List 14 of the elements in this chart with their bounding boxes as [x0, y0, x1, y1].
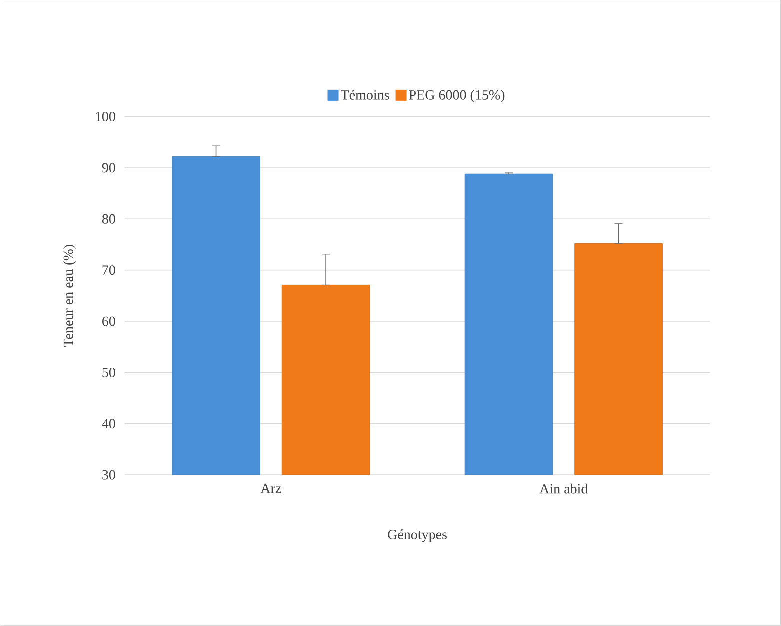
y-tick-label: 60: [102, 316, 116, 326]
y-tick-label: 80: [102, 214, 116, 224]
y-axis-title: Teneur en eau (%): [63, 245, 76, 348]
x-axis-title: Génotypes: [388, 530, 447, 542]
x-tick-label: Arz: [260, 484, 282, 494]
y-tick-label: 100: [96, 112, 116, 122]
legend-label: Témoins: [341, 90, 390, 100]
legend-label: PEG 6000 (15%): [409, 90, 505, 103]
y-tick-label: 50: [102, 368, 116, 378]
y-tick-label: 30: [102, 470, 116, 480]
y-tick-label: 70: [102, 266, 116, 276]
y-tick-label: 90: [102, 163, 116, 173]
x-tick-label: Ain abid: [540, 484, 588, 494]
y-tick-label: 40: [102, 419, 116, 429]
